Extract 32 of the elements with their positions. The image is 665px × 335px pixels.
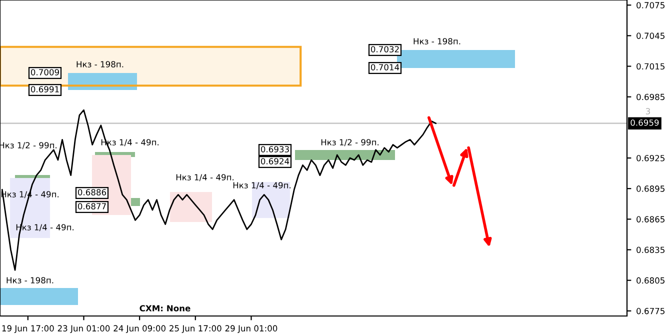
annotation: 0.7009 bbox=[30, 69, 59, 76]
y-tick-label: 0.6775 bbox=[636, 308, 664, 314]
annotation: 0.6991 bbox=[30, 86, 59, 92]
annotation: 0.6877 bbox=[78, 203, 106, 210]
y-tick-label: 0.6865 bbox=[636, 216, 664, 222]
annotation: Нкз - 198п. bbox=[76, 61, 124, 68]
annotation: 0.6924 bbox=[260, 158, 290, 164]
y-tick-label: 0.6985 bbox=[636, 94, 664, 100]
x-tick-label: 23 Jun 01:00 bbox=[58, 325, 110, 334]
annotation: Нкз - 198п. bbox=[6, 277, 54, 284]
annotation: CXM: None bbox=[140, 305, 190, 312]
ref-line-label: 0.6959 bbox=[630, 119, 659, 126]
annotation: Нкз - 198п. bbox=[414, 38, 460, 44]
x-tick-label: 24 Jun 09:00 bbox=[114, 325, 166, 334]
text: 3 bbox=[646, 108, 650, 114]
y-tick-label: 0.6835 bbox=[636, 246, 664, 254]
y-tick-label: 0.7075 bbox=[636, 2, 664, 8]
x-tick-label: 25 Jun 17:00 bbox=[170, 325, 222, 334]
y-tick-label: 0.7015 bbox=[636, 63, 664, 70]
x-tick-label: 29 Jun 01:00 bbox=[225, 325, 278, 334]
y-tick-label: 0.7045 bbox=[636, 32, 664, 39]
x-tick-label: 19 Jun 17:00 bbox=[2, 325, 54, 334]
y-tick-label: 0.6925 bbox=[636, 154, 664, 162]
y-tick-label: 0.6895 bbox=[636, 186, 664, 192]
annotation: 0.7014 bbox=[370, 64, 400, 70]
annotation: Нкз 1/4 - 49п. bbox=[233, 182, 290, 190]
annotation: Нкз 1/2 - 99п. bbox=[321, 139, 378, 146]
annotation: 0.6886 bbox=[78, 189, 106, 196]
annotation: 0.6933 bbox=[260, 146, 289, 152]
annotation: Нкз 1/4 - 49п. bbox=[176, 174, 234, 182]
y-tick-label: 0.6805 bbox=[636, 277, 664, 284]
annotation: 0.7032 bbox=[370, 46, 399, 52]
